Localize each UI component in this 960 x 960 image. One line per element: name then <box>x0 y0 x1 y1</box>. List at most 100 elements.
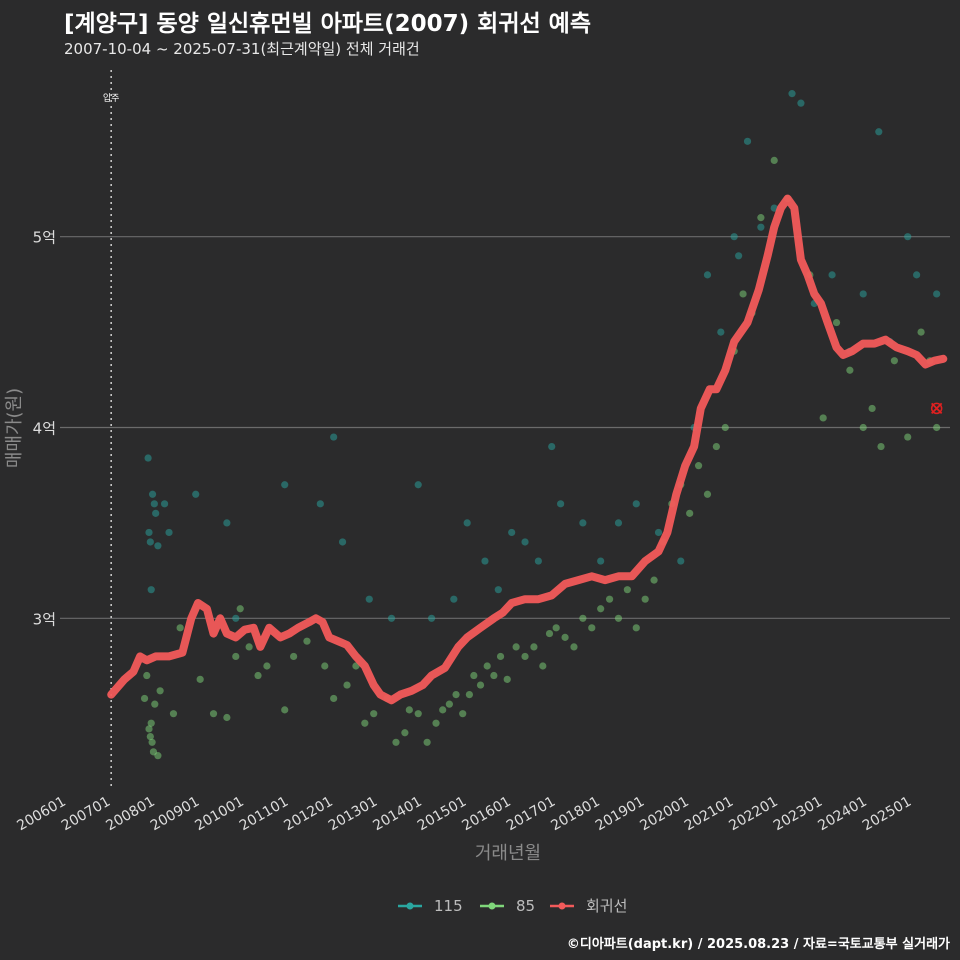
x-tick-label: 202501 <box>860 794 914 835</box>
data-points <box>140 90 941 760</box>
x-tick-label: 201201 <box>281 794 335 835</box>
point-85 <box>169 710 178 718</box>
x-tick-label: 200601 <box>14 794 68 835</box>
x-tick-label: 202101 <box>682 794 736 835</box>
point-85 <box>452 691 460 699</box>
point-85 <box>445 700 453 708</box>
legend-label: 회귀선 <box>586 897 627 915</box>
point-85 <box>579 614 587 622</box>
y-tick-label: 5억 <box>33 229 56 247</box>
regression-line-path <box>107 194 948 705</box>
point-115 <box>757 223 765 231</box>
point-115 <box>494 586 502 594</box>
point-85 <box>917 328 925 336</box>
point-85 <box>459 710 467 718</box>
point-85 <box>650 576 658 584</box>
point-115 <box>770 204 778 212</box>
x-tick-label: 201101 <box>237 794 291 835</box>
point-115 <box>427 614 436 622</box>
point-85 <box>757 214 765 222</box>
prediction-x <box>931 402 943 415</box>
point-85 <box>470 671 478 680</box>
point-115 <box>146 538 154 546</box>
point-85 <box>401 729 409 737</box>
point-85 <box>140 694 149 703</box>
point-85 <box>146 732 154 741</box>
point-115 <box>557 500 565 508</box>
x-tick-label: 202301 <box>771 794 825 835</box>
point-85 <box>570 643 578 651</box>
point-85 <box>588 624 596 632</box>
point-85 <box>209 710 218 718</box>
point-115 <box>677 557 685 565</box>
point-85 <box>890 357 898 365</box>
point-115 <box>414 481 422 489</box>
point-115 <box>152 509 160 517</box>
move-in-label: 입주 <box>103 92 120 104</box>
point-115 <box>145 528 153 537</box>
point-115 <box>597 557 605 565</box>
x-axis: 2006012007012008012009012010012011012012… <box>14 794 914 835</box>
point-115 <box>387 614 396 622</box>
point-85 <box>545 629 554 638</box>
point-85 <box>245 643 253 651</box>
point-85 <box>176 624 184 632</box>
point-85 <box>263 662 271 670</box>
point-115 <box>913 271 921 279</box>
point-85 <box>321 662 329 670</box>
point-85 <box>156 687 164 695</box>
point-85 <box>739 290 747 298</box>
chart-title: [계양구] 동양 일신휴먼빌 아파트(2007) 회귀선 예측 <box>64 11 591 37</box>
point-85 <box>236 605 244 613</box>
point-85 <box>361 719 369 727</box>
y-tick-label: 3억 <box>33 610 56 628</box>
point-85 <box>343 681 351 689</box>
x-axis-label: 거래년월 <box>475 843 541 864</box>
point-115 <box>534 557 542 565</box>
point-85 <box>686 509 694 517</box>
point-115 <box>859 290 867 298</box>
point-85 <box>148 738 156 746</box>
point-85 <box>597 605 605 613</box>
point-115 <box>160 500 169 508</box>
point-85 <box>868 404 876 413</box>
point-85 <box>151 700 159 708</box>
legend-swatch-dot <box>558 902 566 910</box>
x-tick-label: 201301 <box>326 794 380 835</box>
point-85 <box>614 614 623 622</box>
point-85 <box>819 414 827 422</box>
x-tick-label: 201701 <box>504 794 558 835</box>
move-in-annotation: 입주 <box>103 70 120 790</box>
x-tick-label: 200901 <box>148 794 202 835</box>
point-115 <box>281 481 289 489</box>
point-85 <box>539 662 547 670</box>
legend-swatch-dot <box>406 902 414 910</box>
point-115 <box>654 528 663 537</box>
point-85 <box>405 706 413 714</box>
point-85 <box>254 671 262 680</box>
point-115 <box>730 233 738 241</box>
point-85 <box>147 719 155 727</box>
point-85 <box>530 643 538 651</box>
point-85 <box>232 652 240 661</box>
point-85 <box>623 586 631 594</box>
point-115 <box>192 490 200 498</box>
x-tick-label: 201501 <box>415 794 469 835</box>
point-115 <box>717 328 725 336</box>
point-115 <box>150 500 158 508</box>
legend-label: 115 <box>434 897 463 915</box>
point-115 <box>735 252 743 260</box>
point-115 <box>904 233 912 241</box>
x-tick-label: 200801 <box>103 794 157 835</box>
point-115 <box>463 519 471 527</box>
point-115 <box>933 290 941 298</box>
point-85 <box>721 423 729 432</box>
point-85 <box>223 713 231 722</box>
point-115 <box>365 595 373 603</box>
point-115 <box>632 500 640 508</box>
point-85 <box>330 694 338 703</box>
point-85 <box>641 595 649 603</box>
point-85 <box>490 671 498 680</box>
x-tick-label: 201801 <box>548 794 602 835</box>
